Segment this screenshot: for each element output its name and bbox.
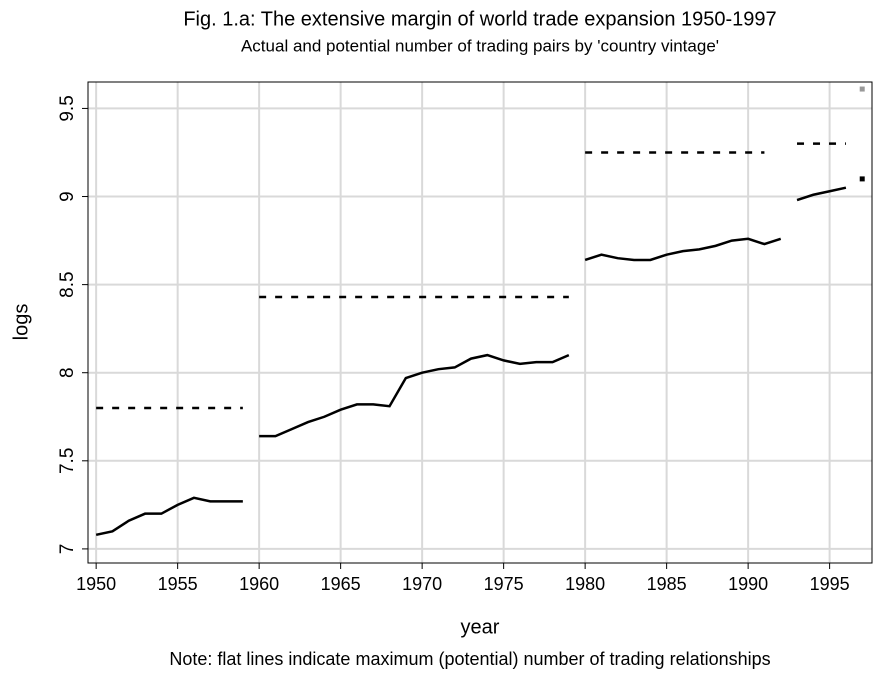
x-tick-label: 1960 [239,574,279,594]
actual-line [584,237,782,262]
x-tick-label: 1970 [402,574,442,594]
y-tick-label: 9.5 [57,95,78,121]
point-marker [859,176,865,182]
x-tick-label: 1995 [810,574,850,594]
y-tick-label: 8.5 [57,271,78,297]
x-tick-label: 1950 [76,574,116,594]
x-axis-label: year [461,616,500,638]
x-tick-label: 1985 [647,574,687,594]
x-tick-label: 1980 [565,574,605,594]
point-marker [859,86,865,92]
x-tick-label: 1975 [484,574,524,594]
y-tick-label: 8 [57,367,78,378]
y-tick-label: 7 [57,544,78,555]
actual-line [95,496,243,537]
chart-title: Fig. 1.a: The extensive margin of world … [183,8,776,30]
actual-line [796,186,847,202]
x-tick-label: 1990 [728,574,768,594]
x-tick-label: 1955 [158,574,198,594]
x-tick-label: 1965 [321,574,361,594]
plot-frame [87,81,873,564]
y-tick-label: 9 [57,191,78,202]
note: Note: flat lines indicate maximum (poten… [169,649,770,669]
y-axis-label: logs [10,304,32,341]
actual-line [259,353,570,438]
chart-subtitle: Actual and potential number of trading p… [241,36,719,55]
y-tick-label: 7.5 [57,448,78,474]
